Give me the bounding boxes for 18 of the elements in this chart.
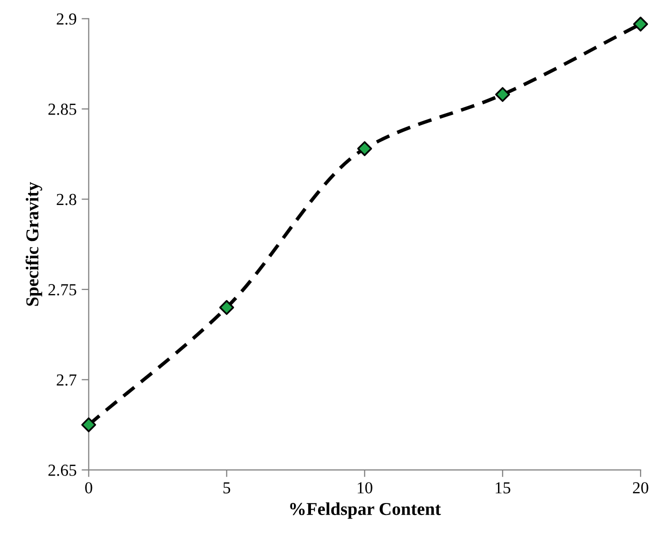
x-axis-title: %Feldspar Content <box>290 502 441 519</box>
point <box>633 16 648 32</box>
point <box>495 87 510 102</box>
y-tick-label: 2.85 <box>48 104 76 115</box>
x-tick-label: 15 <box>496 482 510 494</box>
y-tick-label: 2.7 <box>56 374 76 386</box>
y-tick-label: 2.9 <box>56 13 76 25</box>
point <box>357 141 372 156</box>
y-axis-title: Specific Gravity <box>26 182 42 306</box>
point <box>81 417 96 432</box>
y-tick-label: 2.75 <box>48 284 76 296</box>
y-tick-label: 2.8 <box>56 194 76 206</box>
x-tick-label: 0 <box>85 482 92 494</box>
x-tick-label: 10 <box>358 482 372 494</box>
x-tick-label: 5 <box>223 482 230 494</box>
x-tick-label: 20 <box>632 482 648 494</box>
y-tick-label: 2.65 <box>48 464 76 476</box>
point <box>219 300 234 315</box>
